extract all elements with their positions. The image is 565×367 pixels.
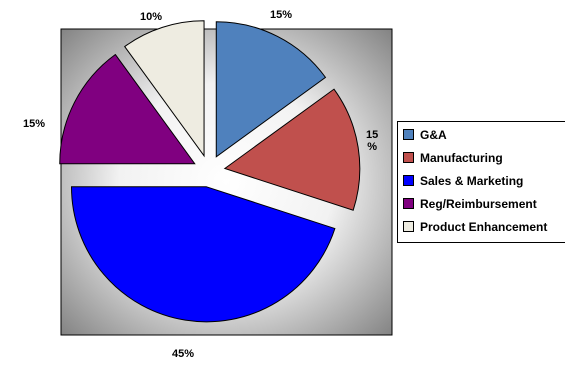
pie-slice-g-a: [215, 21, 327, 158]
pie-slice-sales-marketing: [70, 186, 336, 323]
legend-label: Manufacturing: [420, 150, 503, 165]
data-label: 15%: [270, 9, 293, 21]
legend-item: Reg/Reimbursement: [398, 193, 565, 214]
data-label: 15%: [366, 129, 379, 153]
data-label: 10%: [140, 11, 163, 23]
pie-slice-reg-reimbursement: [59, 53, 196, 165]
legend-item: Product Enhancement: [398, 216, 565, 237]
legend-item: Manufacturing: [398, 147, 565, 168]
legend-label: Product Enhancement: [420, 219, 548, 234]
legend-label: Reg/Reimbursement: [420, 196, 537, 211]
legend-item: G&A: [398, 124, 565, 145]
pie-slices: [59, 20, 361, 323]
legend-swatch: [403, 129, 414, 140]
pie-slice-manufacturing: [223, 88, 361, 211]
legend: G&A Manufacturing Sales & Marketing Reg/Rei…: [397, 121, 565, 243]
data-label: 45%: [172, 348, 195, 360]
legend-swatch: [403, 152, 414, 163]
legend-label: Sales & Marketing: [420, 173, 524, 188]
legend-swatch: [403, 198, 414, 209]
legend-swatch: [403, 221, 414, 232]
pie-slice-product-enhancement: [124, 20, 205, 158]
legend-label: G&A: [420, 127, 447, 142]
legend-item: Sales & Marketing: [398, 170, 565, 191]
legend-swatch: [403, 175, 414, 186]
data-label: 15%: [23, 118, 46, 130]
